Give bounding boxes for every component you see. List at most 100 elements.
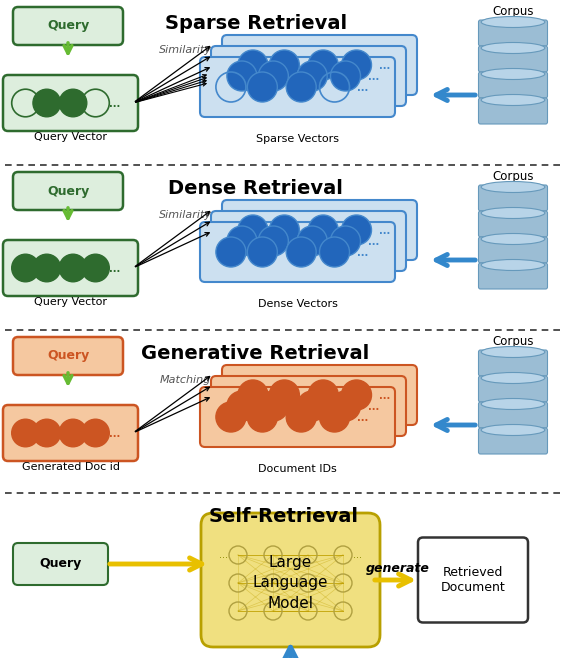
Circle shape	[258, 391, 289, 421]
Text: ...: ...	[379, 226, 390, 236]
Ellipse shape	[481, 372, 545, 384]
Circle shape	[269, 50, 299, 80]
Text: Corpus: Corpus	[492, 170, 534, 183]
Text: Query Vector: Query Vector	[34, 132, 107, 142]
Circle shape	[341, 50, 371, 80]
Ellipse shape	[481, 424, 545, 436]
Ellipse shape	[481, 207, 545, 218]
Circle shape	[341, 380, 371, 410]
Text: ...: ...	[219, 550, 228, 560]
Circle shape	[216, 237, 246, 267]
Circle shape	[297, 61, 327, 91]
Text: Generative Retrieval: Generative Retrieval	[141, 344, 370, 363]
Text: Query: Query	[39, 557, 82, 570]
FancyBboxPatch shape	[211, 211, 406, 271]
Circle shape	[319, 402, 349, 432]
Circle shape	[308, 380, 338, 410]
Circle shape	[319, 237, 349, 267]
Circle shape	[227, 391, 257, 421]
FancyBboxPatch shape	[200, 387, 395, 447]
Text: ...: ...	[108, 264, 120, 274]
Circle shape	[286, 72, 316, 102]
FancyBboxPatch shape	[478, 263, 548, 289]
Text: generate: generate	[366, 562, 430, 575]
Circle shape	[247, 237, 277, 267]
Text: ...: ...	[367, 402, 379, 412]
FancyBboxPatch shape	[13, 172, 123, 210]
Circle shape	[331, 226, 361, 256]
Circle shape	[12, 419, 39, 447]
FancyBboxPatch shape	[211, 376, 406, 436]
Ellipse shape	[481, 95, 545, 105]
Circle shape	[297, 391, 327, 421]
Circle shape	[82, 419, 109, 447]
FancyBboxPatch shape	[211, 46, 406, 106]
Text: Similarity: Similarity	[158, 45, 211, 55]
Text: ...: ...	[357, 83, 368, 93]
FancyBboxPatch shape	[201, 513, 380, 647]
FancyBboxPatch shape	[3, 240, 138, 296]
Ellipse shape	[481, 234, 545, 245]
Circle shape	[286, 402, 316, 432]
FancyBboxPatch shape	[478, 402, 548, 428]
FancyBboxPatch shape	[13, 7, 123, 45]
Text: Generated Doc id: Generated Doc id	[22, 462, 119, 472]
Circle shape	[308, 215, 338, 245]
Text: Query Vector: Query Vector	[34, 297, 107, 307]
Text: Dense Retrieval: Dense Retrieval	[168, 179, 343, 198]
Text: ...: ...	[357, 248, 368, 258]
Ellipse shape	[481, 43, 545, 53]
FancyBboxPatch shape	[478, 72, 548, 98]
Text: Sparse Vectors: Sparse Vectors	[256, 134, 339, 144]
Text: Query: Query	[47, 20, 89, 32]
Text: ...: ...	[108, 429, 120, 439]
Text: Self-Retrieval: Self-Retrieval	[209, 507, 359, 526]
Ellipse shape	[481, 16, 545, 28]
FancyBboxPatch shape	[3, 75, 138, 131]
FancyBboxPatch shape	[222, 200, 417, 260]
Text: Large: Large	[269, 555, 312, 570]
Circle shape	[12, 254, 39, 282]
Circle shape	[33, 419, 61, 447]
Circle shape	[216, 402, 246, 432]
FancyBboxPatch shape	[478, 211, 548, 237]
FancyBboxPatch shape	[478, 46, 548, 72]
Circle shape	[227, 226, 257, 256]
FancyBboxPatch shape	[478, 20, 548, 46]
Circle shape	[33, 254, 61, 282]
Ellipse shape	[481, 399, 545, 409]
FancyBboxPatch shape	[478, 185, 548, 211]
Circle shape	[247, 72, 277, 102]
Text: ...: ...	[367, 237, 379, 247]
Circle shape	[308, 50, 338, 80]
Text: ...: ...	[379, 61, 390, 71]
Text: Language: Language	[253, 576, 328, 590]
Text: Dense Vectors: Dense Vectors	[257, 299, 337, 309]
Text: Matching: Matching	[160, 375, 211, 385]
FancyBboxPatch shape	[478, 428, 548, 454]
Text: Document IDs: Document IDs	[258, 464, 337, 474]
Text: ...: ...	[357, 413, 368, 423]
FancyBboxPatch shape	[478, 350, 548, 376]
Circle shape	[286, 237, 316, 267]
Circle shape	[331, 61, 361, 91]
FancyBboxPatch shape	[418, 538, 528, 622]
Text: Model: Model	[268, 595, 314, 611]
Ellipse shape	[481, 347, 545, 357]
FancyBboxPatch shape	[200, 222, 395, 282]
Text: Query: Query	[47, 349, 89, 363]
Circle shape	[33, 89, 61, 117]
Text: ...: ...	[367, 72, 379, 82]
Text: Similarity: Similarity	[158, 210, 211, 220]
Circle shape	[59, 419, 87, 447]
FancyBboxPatch shape	[200, 57, 395, 117]
Text: Query: Query	[47, 184, 89, 197]
FancyBboxPatch shape	[222, 365, 417, 425]
Text: Corpus: Corpus	[492, 5, 534, 18]
Circle shape	[341, 215, 371, 245]
Text: ...: ...	[353, 550, 362, 560]
FancyBboxPatch shape	[478, 376, 548, 402]
Circle shape	[258, 226, 289, 256]
Circle shape	[227, 61, 257, 91]
FancyBboxPatch shape	[13, 543, 108, 585]
